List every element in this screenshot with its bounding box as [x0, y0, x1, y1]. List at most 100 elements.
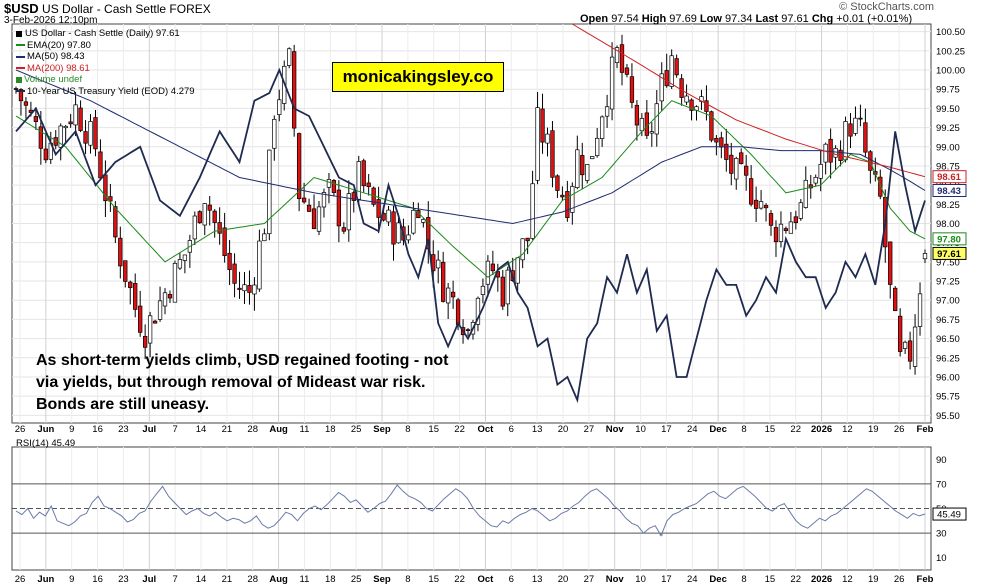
candle: [162, 292, 168, 307]
legend-item-yield: 10-Year US Treasury Yield (EOD) 4.279: [16, 86, 195, 98]
candle: [88, 121, 93, 146]
rsi-x-tick-label: 21: [222, 574, 233, 585]
candle: [912, 326, 918, 367]
rsi-x-tick-label: 19: [868, 574, 879, 585]
candle: [664, 70, 669, 87]
candle: [436, 259, 441, 269]
candle: [232, 263, 237, 284]
rsi-x-tick-label: Jun: [37, 574, 54, 585]
x-tick-label: 11: [299, 424, 309, 435]
candle: [386, 209, 391, 223]
x-tick-label: 9: [69, 424, 74, 435]
candle: [257, 240, 262, 290]
last-price-tag: [932, 246, 967, 260]
last-price-tag-text: 97.61: [937, 249, 961, 260]
candle: [644, 112, 649, 136]
x-tick-label: 13: [532, 424, 543, 435]
x-tick-label: Nov: [606, 424, 625, 435]
candle: [490, 263, 496, 272]
legend-swatch: [16, 90, 25, 93]
rsi-tick-label: 90: [936, 455, 947, 466]
rsi-x-tick-label: Jul: [142, 574, 156, 585]
x-tick-label: 20: [558, 424, 569, 435]
price-tick-label: 98.00: [936, 219, 960, 230]
candle: [898, 315, 903, 352]
candle: [78, 107, 83, 131]
candle: [902, 341, 908, 349]
rsi-x-tick-label: 6: [509, 574, 514, 585]
ema20-value-tag: [932, 232, 967, 246]
rsi-x-tick-label: Aug: [269, 574, 288, 585]
candle: [13, 88, 19, 90]
rsi-tick-label: 70: [936, 479, 947, 490]
rsi-x-tick-label: 8: [405, 574, 410, 585]
candle: [535, 107, 540, 181]
candle: [555, 175, 560, 191]
rsi-x-tick-label: Oct: [478, 574, 495, 585]
candle: [68, 121, 73, 125]
candle: [247, 285, 252, 293]
candle: [321, 192, 327, 208]
candle: [113, 206, 118, 238]
x-tick-label: 8: [405, 424, 410, 435]
price-tick-label: 97.25: [936, 277, 960, 288]
high-label: High: [641, 13, 667, 25]
rsi-x-tick-label: 10: [635, 574, 646, 585]
x-tick-label: 17: [661, 424, 672, 435]
candle: [634, 104, 640, 126]
legend-label: MA(50) 98.43: [27, 51, 85, 62]
x-tick-label: 15: [765, 424, 776, 435]
candle: [595, 137, 600, 157]
candle: [758, 201, 764, 209]
high-value: 97.69: [669, 13, 697, 25]
candle: [177, 259, 183, 269]
candle: [306, 204, 312, 212]
candle: [654, 103, 659, 135]
candle: [639, 118, 645, 132]
candle: [520, 238, 525, 261]
rsi-tick-label: 30: [936, 529, 947, 540]
rsi-x-tick-label: 8: [741, 574, 746, 585]
low-value: 97.34: [724, 13, 753, 25]
symbol-text: $USD: [4, 1, 39, 16]
price-tick-label: 99.00: [936, 142, 960, 153]
x-tick-label: 21: [222, 424, 233, 435]
candle: [192, 215, 197, 240]
legend-item-ma50: MA(50) 98.43: [16, 51, 195, 63]
candle: [242, 284, 247, 292]
x-tick-label: Dec: [709, 424, 726, 435]
candle: [18, 89, 24, 102]
x-tick-label: 22: [790, 424, 801, 435]
rsi-x-tick-label: Sep: [373, 574, 391, 585]
candle: [421, 219, 426, 223]
candle: [356, 161, 361, 200]
x-tick-label: 22: [454, 424, 465, 435]
candle: [888, 241, 893, 285]
price-tick-label: 96.75: [936, 315, 960, 326]
candle: [23, 101, 29, 106]
chart-datetime: 3-Feb-2026 12:10pm: [4, 15, 98, 26]
candle: [604, 106, 610, 117]
candle: [83, 131, 88, 144]
last-value: 97.61: [781, 13, 809, 25]
candle: [475, 297, 481, 325]
candle: [172, 262, 178, 303]
candle: [649, 131, 654, 134]
candle: [128, 281, 133, 289]
candle: [530, 183, 535, 239]
candle: [133, 283, 138, 310]
candle: [63, 125, 68, 129]
candle: [798, 202, 803, 219]
candle: [624, 67, 630, 75]
candle: [441, 261, 446, 302]
candle: [58, 125, 63, 148]
legend-label: 10-Year US Treasury Yield (EOD) 4.279: [27, 85, 195, 97]
x-tick-label: 25: [351, 424, 362, 435]
candle: [411, 209, 416, 234]
candle: [182, 254, 188, 261]
x-tick-label: 26: [894, 424, 905, 435]
rsi-x-tick-label: 28: [247, 574, 258, 585]
legend-item-ema20: EMA(20) 97.80: [16, 40, 195, 52]
candle: [659, 73, 664, 102]
rsi-legend: RSI(14) 45.49: [16, 438, 76, 449]
